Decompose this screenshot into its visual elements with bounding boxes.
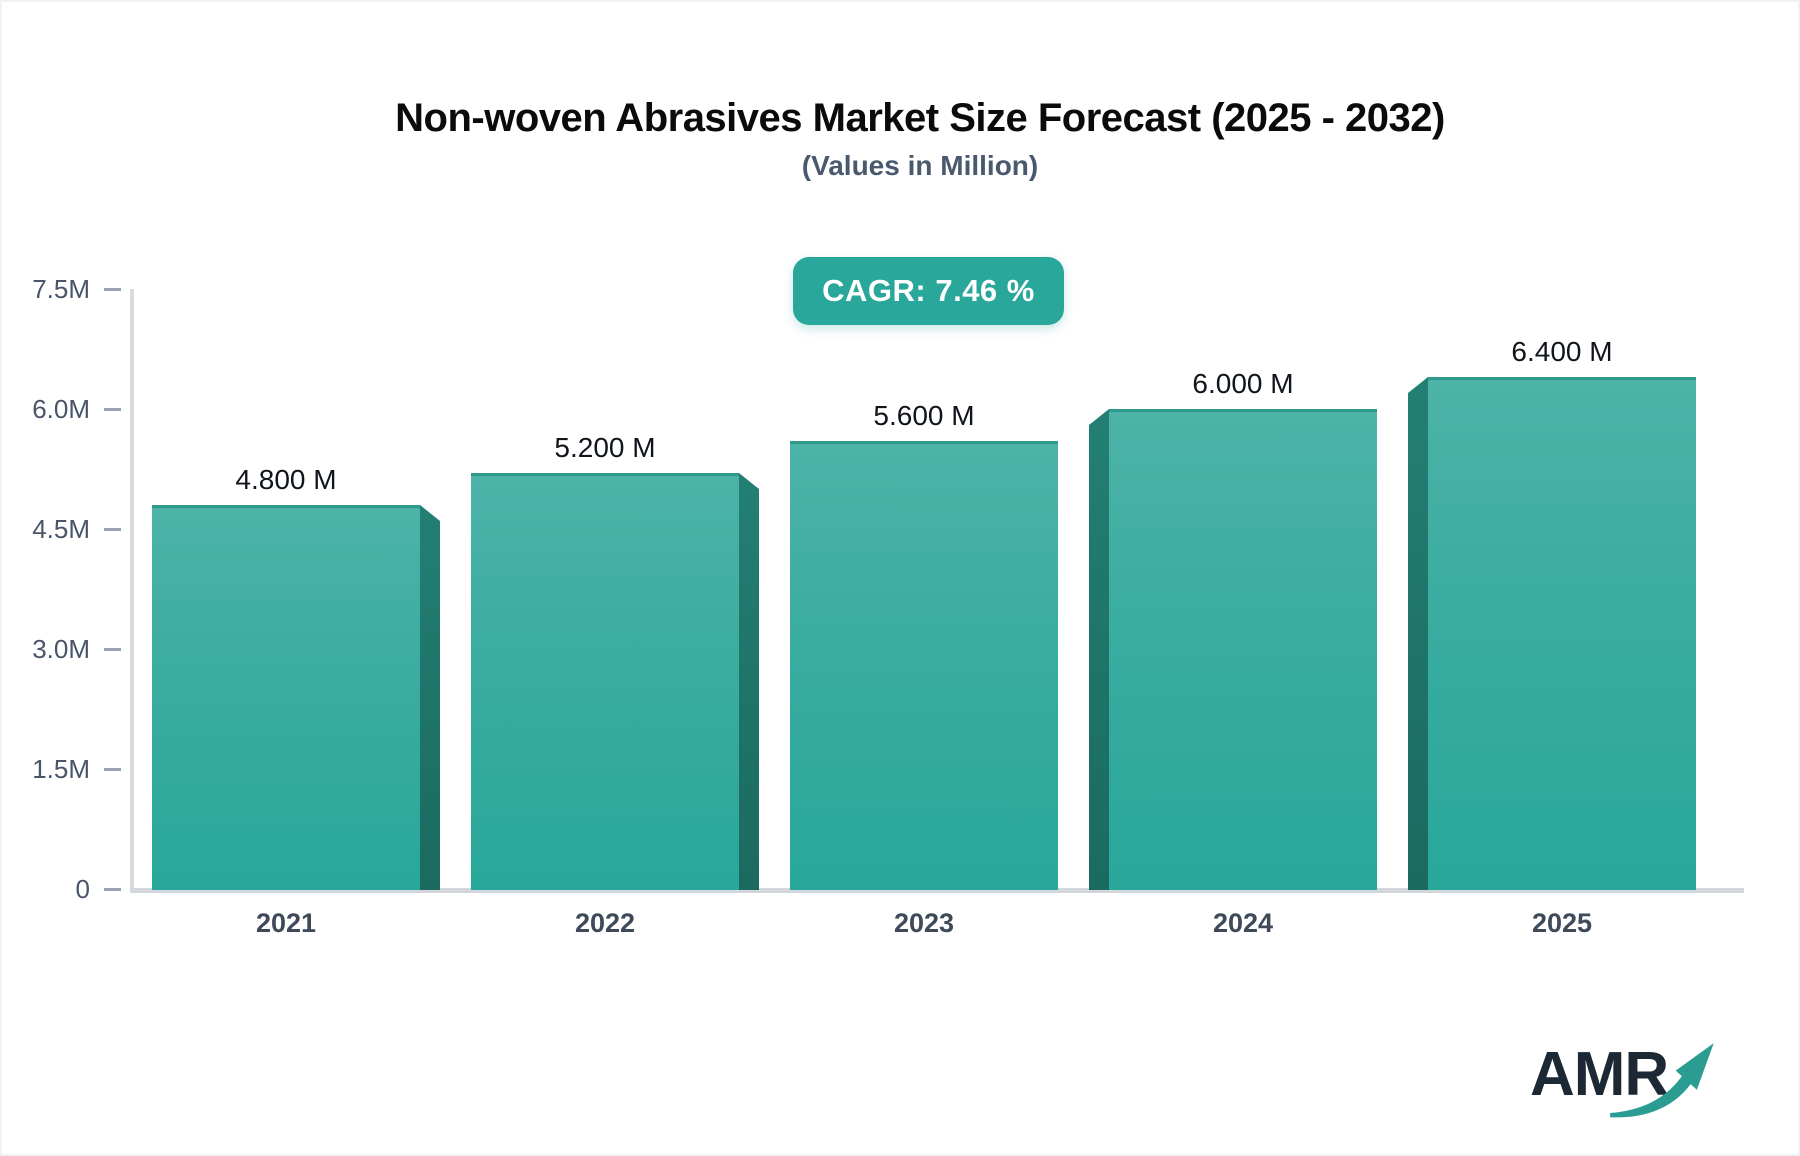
y-tick-label: 4.5M (32, 514, 90, 544)
x-axis-label: 2021 (255, 908, 317, 938)
amr-logo-text: AMR (1530, 1040, 1669, 1109)
bar-value-label: 4.800 M (235, 464, 337, 495)
x-axis-label: 2025 (1531, 908, 1593, 938)
y-tick-dash (104, 887, 121, 891)
y-tick-dash (104, 647, 121, 651)
page-title: Non-woven Abrasives Market Size Forecast… (395, 96, 1445, 140)
y-tick-dash (104, 407, 121, 411)
bar-value-label: 5.200 M (554, 432, 656, 463)
y-axis-line (130, 289, 134, 893)
cagr-badge: CAGR: 7.46 % (793, 257, 1064, 325)
bar-side-face (1089, 409, 1109, 890)
bar-face (471, 473, 739, 890)
y-tick-dash (104, 527, 121, 531)
bar-side-face (1408, 377, 1428, 890)
y-tick-dash (104, 287, 121, 291)
amr-logo: AMR (1512, 1022, 1732, 1132)
y-tick-label: 7.5M (32, 274, 90, 304)
bar-side-face (420, 505, 440, 890)
bar-value-label: 5.600 M (873, 400, 975, 431)
bar-value-label: 6.400 M (1511, 336, 1613, 367)
y-tick-dash (104, 767, 121, 771)
x-axis-label: 2023 (893, 908, 955, 938)
bar-side-face (739, 473, 759, 890)
bar-face (1428, 377, 1696, 890)
bar-face (790, 441, 1058, 890)
x-axis-line (130, 888, 1744, 893)
y-tick-label: 6.0M (32, 394, 90, 424)
growth-arrow-icon (1610, 1043, 1714, 1118)
y-tick-label: 3.0M (32, 634, 90, 664)
y-tick-label: 1.5M (32, 754, 90, 784)
cagr-badge-label: CAGR: 7.46 % (822, 273, 1035, 308)
bar-face (1109, 409, 1377, 890)
bar-face (152, 505, 420, 890)
y-tick-label: 0 (75, 874, 90, 904)
bar-value-label: 6.000 M (1192, 368, 1294, 399)
x-axis-label: 2022 (574, 908, 636, 938)
chart-subtitle: (Values in Million) (801, 150, 1039, 181)
x-axis-label: 2024 (1212, 908, 1274, 938)
